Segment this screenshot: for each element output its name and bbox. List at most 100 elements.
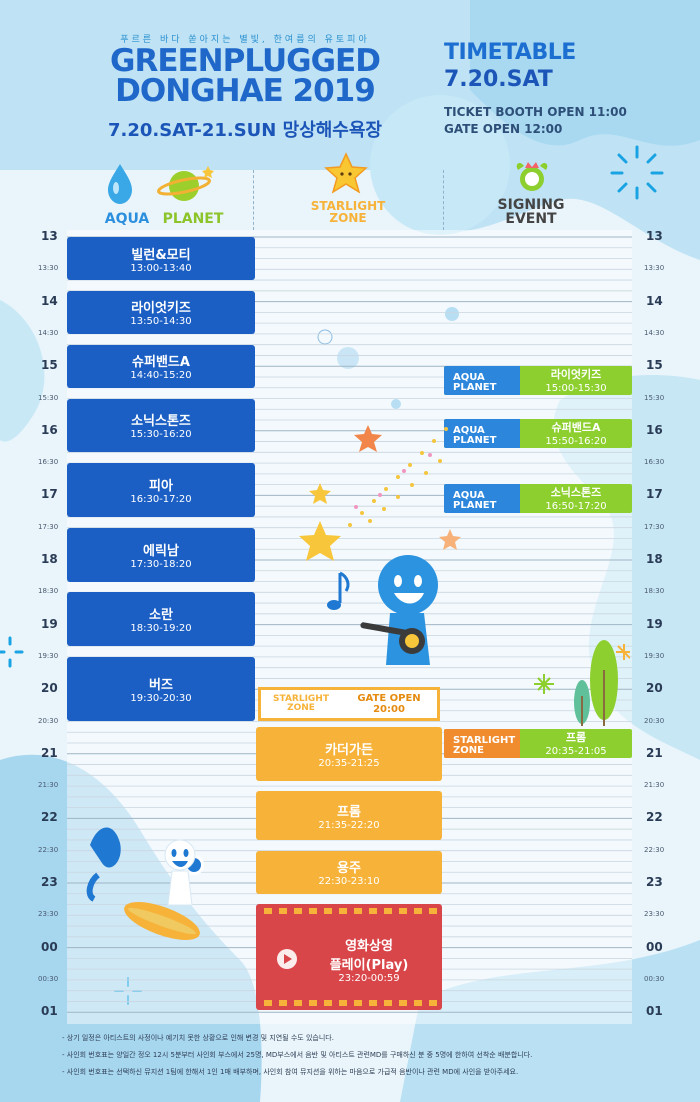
hour-label: 01 <box>646 1004 663 1019</box>
aqua-slot: 빌런&모티 13:00-13:40 <box>67 237 255 281</box>
starlight-slot: 카더가든 20:35-21:25 <box>256 726 442 781</box>
play-icon <box>277 949 297 969</box>
signing-info: 소닉스톤즈 16:50-17:20 <box>520 484 632 513</box>
signing-header-line-2: EVENT <box>505 211 557 227</box>
planet-header: PLANET <box>162 211 224 227</box>
hour-label: 22 <box>646 810 663 825</box>
hour-label: 21 <box>646 745 663 760</box>
half-hour-label: 15:30 <box>644 393 665 402</box>
slot-artist: 에릭남 <box>143 543 179 559</box>
half-hour-label: 16:30 <box>644 458 665 467</box>
signing-stage-tag: AQUA PLANET <box>444 366 520 395</box>
aqua-slot: 슈퍼밴드A 14:40-15:20 <box>67 344 255 388</box>
slot-artist: 소닉스톤즈 <box>131 414 191 430</box>
half-hour-label: 13:30 <box>38 264 59 273</box>
slot-artist: 카더가든 <box>325 742 373 758</box>
column-divider <box>443 170 444 230</box>
film-hole <box>399 1000 407 1006</box>
hour-label: 23 <box>646 875 663 889</box>
signing-stage-tag: AQUA PLANET <box>444 419 520 448</box>
slot-artist: 소란 <box>149 608 173 624</box>
movie-screening-slot: 영화상영 플레이(Play) 23:20-00:59 <box>256 904 442 1010</box>
film-hole <box>384 1000 392 1006</box>
mascot-illustration <box>299 425 461 665</box>
signing-time: 20:35-21:05 <box>545 746 607 757</box>
hour-label: 17 <box>646 487 663 502</box>
signing-slot: STARLIGHT ZONE 프롬 20:35-21:05 <box>444 729 632 758</box>
aqua-slot: 소닉스톤즈 15:30-16:20 <box>67 398 255 453</box>
hour-label: 19 <box>41 616 58 631</box>
signing-artist: 슈퍼밴드A <box>551 421 601 434</box>
film-hole <box>309 908 317 914</box>
festival-dates: 7.20.SAT-21.SUN 망상해수욕장 <box>107 120 382 141</box>
film-strip-border <box>264 908 437 1006</box>
festival-title: GREENPLUGGED DONGHAE 2019 <box>70 43 420 107</box>
aqua-slot: 버즈 19:30-20:30 <box>67 656 255 722</box>
signing-slot: AQUA PLANET 슈퍼밴드A 15:50-16:20 <box>444 419 632 448</box>
starlight-header: STARLIGHT ZONE <box>293 200 403 224</box>
starlight-header-line-1: STARLIGHT <box>310 199 386 213</box>
hour-label: 19 <box>646 616 663 631</box>
gate-open-word: GATE OPEN <box>357 693 421 704</box>
half-hour-label: 00:30 <box>38 974 59 983</box>
gate-info: TICKET BOOTH OPEN 11:00 GATE OPEN 12:00 <box>444 104 627 138</box>
starlight-slot: 용주 22:30-23:10 <box>256 850 442 894</box>
gate-zone-line-1: STARLIGHT <box>273 694 329 704</box>
film-hole <box>429 1000 437 1006</box>
column-divider <box>253 170 254 230</box>
signing-artist: 소닉스톤즈 <box>550 486 602 499</box>
slot-time: 15:30-16:20 <box>130 429 192 441</box>
slot-artist: 빌런&모티 <box>131 247 191 263</box>
footnote: - 상기 일정은 아티스트의 사정이나 예기치 못한 상황으로 인해 변경 및 … <box>62 1034 334 1042</box>
aqua-slot: 소란 18:30-19:20 <box>67 592 255 647</box>
movie-title: 플레이(Play) <box>329 958 409 973</box>
film-hole <box>264 1000 272 1006</box>
slot-artist: 라이엇키즈 <box>131 301 191 317</box>
timetable-title: TIMETABLE <box>444 40 576 65</box>
movie-time: 23:20-00:59 <box>338 973 400 984</box>
film-hole <box>339 1000 347 1006</box>
slot-time: 21:35-22:20 <box>318 819 380 831</box>
gate-open-label: GATE OPEN 20:00 <box>341 693 437 715</box>
footnote: - 사인회 번호표는 선택하신 뮤지션 1팀에 한해서 1인 1매 배부하며, … <box>62 1068 519 1076</box>
hour-label: 22 <box>41 810 58 825</box>
hour-label: 23 <box>41 875 58 889</box>
aqua-slot: 에릭남 17:30-18:20 <box>67 527 255 582</box>
gate-zone-label: STARLIGHT ZONE <box>261 695 341 713</box>
gate-open-text: GATE OPEN 12:00 <box>444 122 563 136</box>
star-icon <box>324 152 368 194</box>
half-hour-label: 19:30 <box>644 651 665 660</box>
half-hour-label: 15:30 <box>38 393 59 402</box>
slot-artist: 용주 <box>337 861 361 877</box>
hour-label: 13 <box>41 229 58 243</box>
signing-stage-tag: STARLIGHT ZONE <box>444 729 520 758</box>
half-hour-label: 18:30 <box>38 587 59 596</box>
movie-info: 영화상영 플레이(Play) 23:20-00:59 <box>296 935 442 984</box>
film-hole <box>294 908 302 914</box>
title-line-1: GREENPLUGGED <box>110 43 381 79</box>
tag-line-2: PLANET <box>453 500 497 511</box>
signing-artist: 프롬 <box>565 731 587 744</box>
signing-stage-tag: AQUA PLANET <box>444 484 520 513</box>
half-hour-label: 14:30 <box>644 328 665 337</box>
half-hour-label: 22:30 <box>38 845 59 854</box>
half-hour-label: 20:30 <box>644 716 665 725</box>
slot-artist: 프롬 <box>337 804 361 820</box>
half-hour-label: 22:30 <box>644 845 665 854</box>
starlight-gate-open: STARLIGHT ZONE GATE OPEN 20:00 <box>258 687 440 721</box>
footnote: - 사인회 번호표는 양일간 정오 12시 5분부터 사인회 부스에서 25명,… <box>62 1051 533 1059</box>
aqua-slot: 라이엇키즈 13:50-14:30 <box>67 290 255 334</box>
ticket-booth-text: TICKET BOOTH OPEN 11:00 <box>444 105 627 119</box>
film-hole <box>309 1000 317 1006</box>
tag-line-1: AQUA <box>453 490 485 501</box>
half-hour-label: 21:30 <box>644 781 665 790</box>
half-hour-label: 23:30 <box>644 910 665 919</box>
surfer-mascot-illustration <box>86 827 204 940</box>
film-hole <box>414 908 422 914</box>
half-hour-label: 18:30 <box>644 587 665 596</box>
half-hour-label: 20:30 <box>38 716 59 725</box>
film-hole <box>279 908 287 914</box>
hour-label: 01 <box>41 1004 58 1019</box>
film-hole <box>294 1000 302 1006</box>
signing-time: 15:50-16:20 <box>545 436 607 447</box>
